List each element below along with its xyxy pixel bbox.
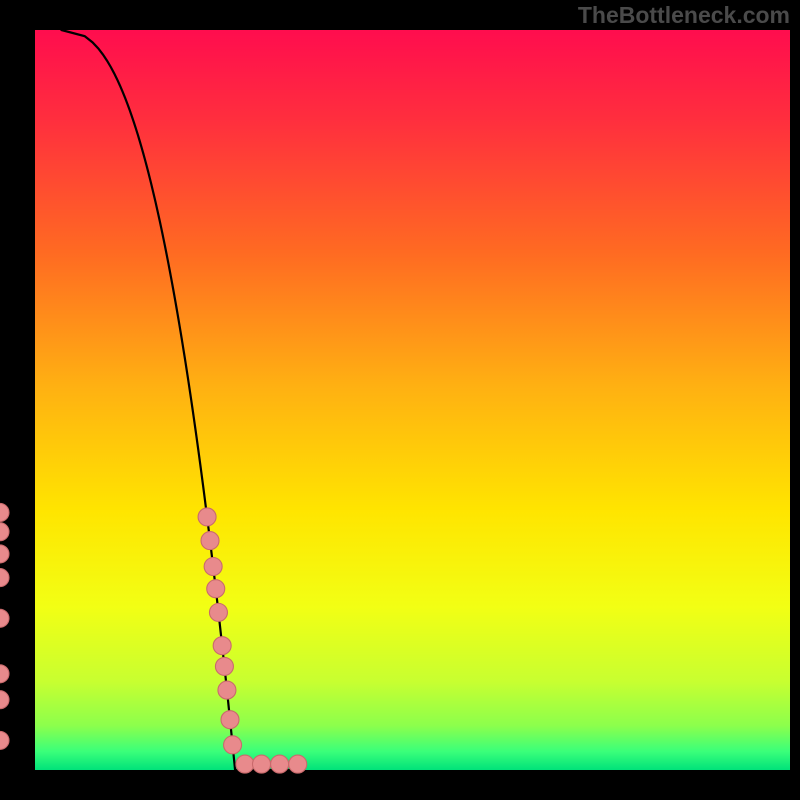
- data-marker: [0, 691, 9, 709]
- data-marker: [289, 755, 307, 773]
- data-marker: [215, 657, 233, 675]
- data-marker: [218, 681, 236, 699]
- data-marker: [236, 755, 254, 773]
- data-marker: [221, 711, 239, 729]
- data-marker: [204, 558, 222, 576]
- data-marker: [213, 637, 231, 655]
- data-marker: [0, 569, 9, 587]
- curve-overlay: [0, 0, 800, 800]
- data-marker: [209, 603, 227, 621]
- attribution-watermark: TheBottleneck.com: [578, 2, 790, 29]
- data-marker: [253, 755, 271, 773]
- data-marker: [0, 523, 9, 541]
- data-marker: [207, 580, 225, 598]
- data-marker: [0, 665, 9, 683]
- data-marker: [0, 731, 9, 749]
- bottleneck-curve: [61, 30, 303, 770]
- chart-container: TheBottleneck.com: [0, 0, 800, 800]
- data-marker: [0, 503, 9, 521]
- data-marker: [271, 755, 289, 773]
- data-marker: [0, 609, 9, 627]
- data-marker: [0, 545, 9, 563]
- data-marker: [224, 736, 242, 754]
- data-marker: [198, 508, 216, 526]
- data-marker: [201, 532, 219, 550]
